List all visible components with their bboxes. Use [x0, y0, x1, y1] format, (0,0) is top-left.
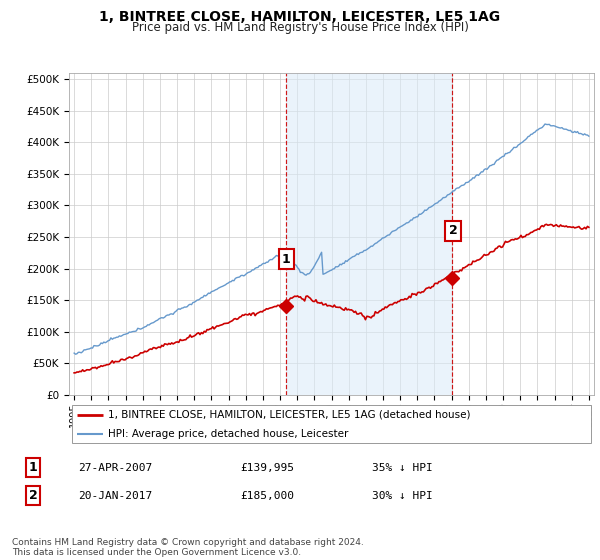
- Text: 1, BINTREE CLOSE, HAMILTON, LEICESTER, LE5 1AG: 1, BINTREE CLOSE, HAMILTON, LEICESTER, L…: [100, 10, 500, 24]
- Text: 1, BINTREE CLOSE, HAMILTON, LEICESTER, LE5 1AG (detached house): 1, BINTREE CLOSE, HAMILTON, LEICESTER, L…: [109, 409, 471, 419]
- Text: 27-APR-2007: 27-APR-2007: [78, 463, 152, 473]
- Text: 1: 1: [29, 461, 37, 474]
- FancyBboxPatch shape: [71, 405, 592, 443]
- Text: £139,995: £139,995: [240, 463, 294, 473]
- Text: 20-JAN-2017: 20-JAN-2017: [78, 491, 152, 501]
- Text: 2: 2: [29, 489, 37, 502]
- Text: 2: 2: [449, 224, 458, 237]
- Text: HPI: Average price, detached house, Leicester: HPI: Average price, detached house, Leic…: [109, 429, 349, 439]
- Text: Price paid vs. HM Land Registry's House Price Index (HPI): Price paid vs. HM Land Registry's House …: [131, 21, 469, 34]
- Text: 1: 1: [282, 253, 291, 265]
- Text: £185,000: £185,000: [240, 491, 294, 501]
- Text: Contains HM Land Registry data © Crown copyright and database right 2024.
This d: Contains HM Land Registry data © Crown c…: [12, 538, 364, 557]
- Text: 30% ↓ HPI: 30% ↓ HPI: [372, 491, 433, 501]
- Text: 35% ↓ HPI: 35% ↓ HPI: [372, 463, 433, 473]
